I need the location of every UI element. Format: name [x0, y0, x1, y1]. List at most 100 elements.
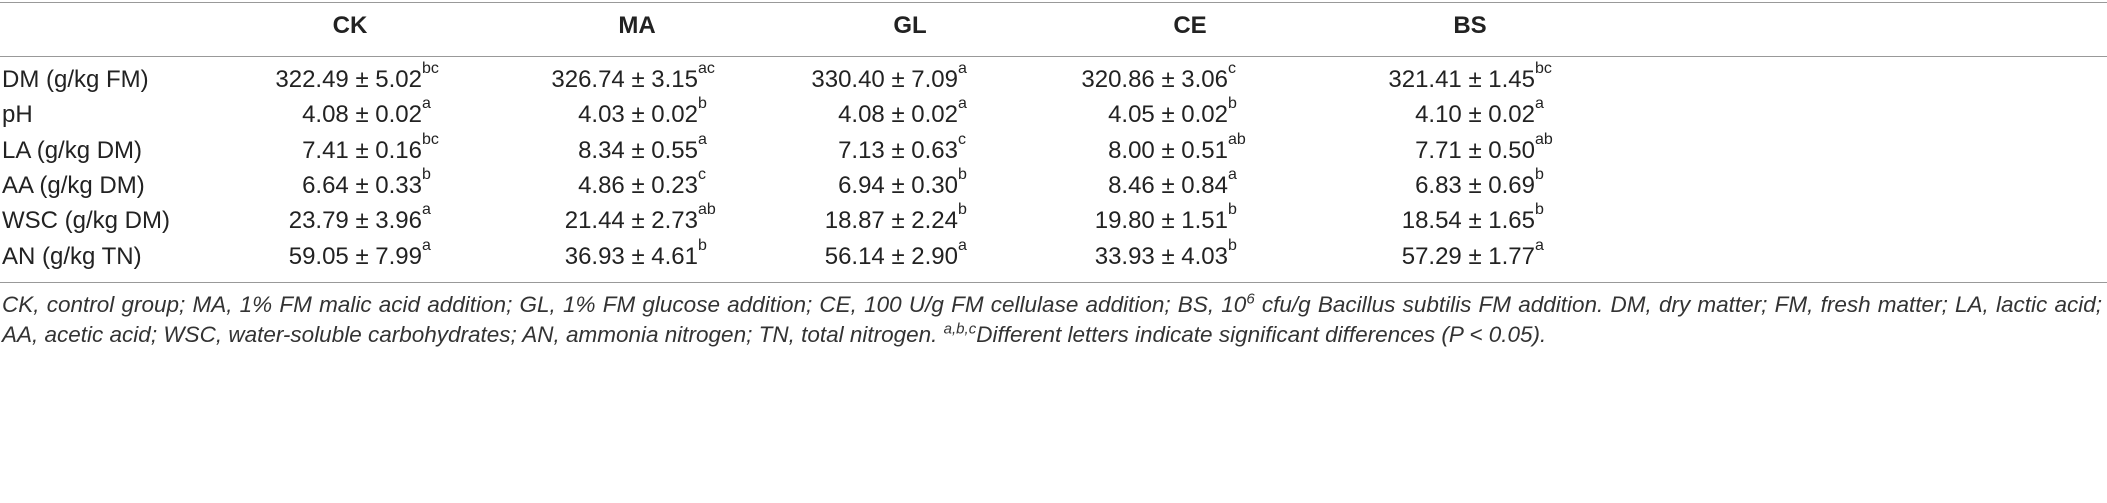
cell: 36.93 ± 4.61 b: [564, 237, 707, 271]
column-header: BS: [1453, 12, 1487, 39]
cell-value: 33.93 ± 4.03: [1094, 242, 1228, 270]
column-header: GL: [893, 12, 927, 39]
cell-value: 8.34 ± 0.55: [578, 136, 698, 164]
row-label: DM (g/kg FM): [2, 66, 149, 93]
significance-letters: b: [1228, 201, 1237, 219]
significance-letters: b: [698, 95, 707, 113]
footnote-text: Different letters indicate significant d…: [976, 322, 1547, 347]
cell: 8.00 ± 0.51 ab: [1108, 131, 1246, 165]
significance-letters: bc: [422, 130, 439, 148]
cell-value: 6.64 ± 0.33: [302, 171, 422, 199]
significance-letters: a: [1535, 236, 1544, 254]
cell-value: 6.94 ± 0.30: [838, 171, 958, 199]
significance-letters: b: [1228, 95, 1237, 113]
significance-letters: bc: [1535, 60, 1552, 77]
cell-value: 321.41 ± 1.45: [1388, 66, 1535, 93]
cell-value: 8.00 ± 0.51: [1108, 136, 1228, 164]
cell-value: 57.29 ± 1.77: [1401, 242, 1535, 270]
significance-letters: a: [1228, 165, 1237, 183]
significance-letters: a: [422, 236, 431, 254]
significance-letters: ab: [1535, 130, 1553, 148]
significance-letters: ac: [698, 60, 715, 77]
row-label: LA (g/kg DM): [2, 136, 143, 164]
significance-letters: b: [1228, 236, 1237, 254]
footnote-text: cfu/g Bacillus subtilis FM addition. DM,…: [2, 292, 2102, 347]
footnote-sup: a,b,c: [943, 320, 977, 338]
cell: 18.54 ± 1.65 b: [1401, 201, 1544, 235]
cell-value: 6.83 ± 0.69: [1415, 171, 1535, 199]
cell-value: 19.80 ± 1.51: [1094, 207, 1228, 235]
cell-value: 18.54 ± 1.65: [1401, 207, 1535, 235]
cell: 4.08 ± 0.02 a: [838, 95, 967, 129]
significance-letters: b: [1535, 165, 1544, 183]
cell: 6.64 ± 0.33 b: [302, 166, 431, 200]
significance-letters: c: [698, 165, 706, 183]
cell-value: 326.74 ± 3.15: [551, 66, 698, 93]
significance-letters: b: [958, 201, 967, 219]
cell: 321.41 ± 1.45 bc: [1388, 60, 1552, 94]
significance-letters: c: [958, 130, 966, 148]
cell-value: 21.44 ± 2.73: [564, 207, 698, 235]
cell: 4.05 ± 0.02 b: [1108, 95, 1237, 129]
footnote: CK, control group; MA, 1% FM malic acid …: [2, 290, 2102, 350]
cell: 56.14 ± 2.90 a: [824, 237, 967, 271]
cell: 326.74 ± 3.15 ac: [551, 60, 715, 94]
cell: 57.29 ± 1.77 a: [1401, 237, 1544, 271]
footnote-sup: 6: [1246, 290, 1255, 308]
significance-letters: a: [958, 236, 967, 254]
cell: 6.83 ± 0.69 b: [1415, 166, 1544, 200]
cell-value: 4.10 ± 0.02: [1415, 101, 1535, 129]
cell-value: 4.05 ± 0.02: [1108, 101, 1228, 129]
cell: 19.80 ± 1.51 b: [1094, 201, 1237, 235]
cell: 18.87 ± 2.24 b: [825, 201, 967, 235]
cell: 4.10 ± 0.02 a: [1415, 95, 1544, 129]
cell: 4.08 ± 0.02 a: [302, 95, 431, 129]
cell-value: 23.79 ± 3.96: [288, 207, 422, 235]
cell: 322.49 ± 5.02 bc: [275, 60, 439, 94]
cell-value: 7.41 ± 0.16: [302, 136, 422, 164]
row-label: AA (g/kg DM): [2, 171, 145, 199]
cell-value: 59.05 ± 7.99: [288, 242, 422, 270]
cell-value: 7.71 ± 0.50: [1415, 136, 1535, 164]
cell: 21.44 ± 2.73 ab: [564, 201, 716, 235]
bottom-rule: [0, 282, 2107, 283]
cell: 8.46 ± 0.84 a: [1108, 166, 1237, 200]
cell: 23.79 ± 3.96 a: [288, 201, 431, 235]
cell: 320.86 ± 3.06 c: [1081, 60, 1236, 94]
cell-value: 36.93 ± 4.61: [564, 242, 698, 270]
significance-letters: a: [422, 201, 431, 219]
significance-letters: a: [422, 95, 431, 113]
significance-letters: a: [698, 130, 707, 148]
cell-value: 322.49 ± 5.02: [275, 66, 422, 93]
row-label: pH: [2, 101, 33, 129]
cell-value: 56.14 ± 2.90: [824, 242, 958, 270]
cell: 4.03 ± 0.02 b: [578, 95, 707, 129]
significance-letters: b: [1535, 201, 1544, 219]
significance-letters: ab: [1228, 130, 1246, 148]
top-rule: [0, 2, 2107, 3]
cell: 7.41 ± 0.16 bc: [302, 131, 439, 165]
cell-value: 4.08 ± 0.02: [302, 101, 422, 129]
cell: 8.34 ± 0.55 a: [578, 131, 707, 165]
footnote-text: CK, control group; MA, 1% FM malic acid …: [2, 292, 1247, 317]
column-header: CE: [1173, 12, 1207, 39]
significance-letters: ab: [698, 201, 716, 219]
significance-letters: bc: [422, 60, 439, 77]
cell-value: 320.86 ± 3.06: [1081, 66, 1228, 93]
cell: 6.94 ± 0.30 b: [838, 166, 967, 200]
cell: 7.13 ± 0.63 c: [838, 131, 966, 165]
column-header: MA: [618, 12, 656, 39]
row-label: WSC (g/kg DM): [2, 207, 170, 235]
header-rule: [0, 56, 2107, 57]
cell-value: 7.13 ± 0.63: [838, 136, 958, 164]
significance-letters: b: [422, 165, 431, 183]
cell: 59.05 ± 7.99 a: [288, 237, 431, 271]
cell: 7.71 ± 0.50 ab: [1415, 131, 1553, 165]
cell-value: 8.46 ± 0.84: [1108, 171, 1228, 199]
cell: 330.40 ± 7.09 a: [811, 60, 967, 94]
significance-letters: a: [958, 60, 967, 77]
significance-letters: a: [1535, 95, 1544, 113]
cell: 4.86 ± 0.23 c: [578, 166, 706, 200]
significance-letters: b: [698, 236, 707, 254]
